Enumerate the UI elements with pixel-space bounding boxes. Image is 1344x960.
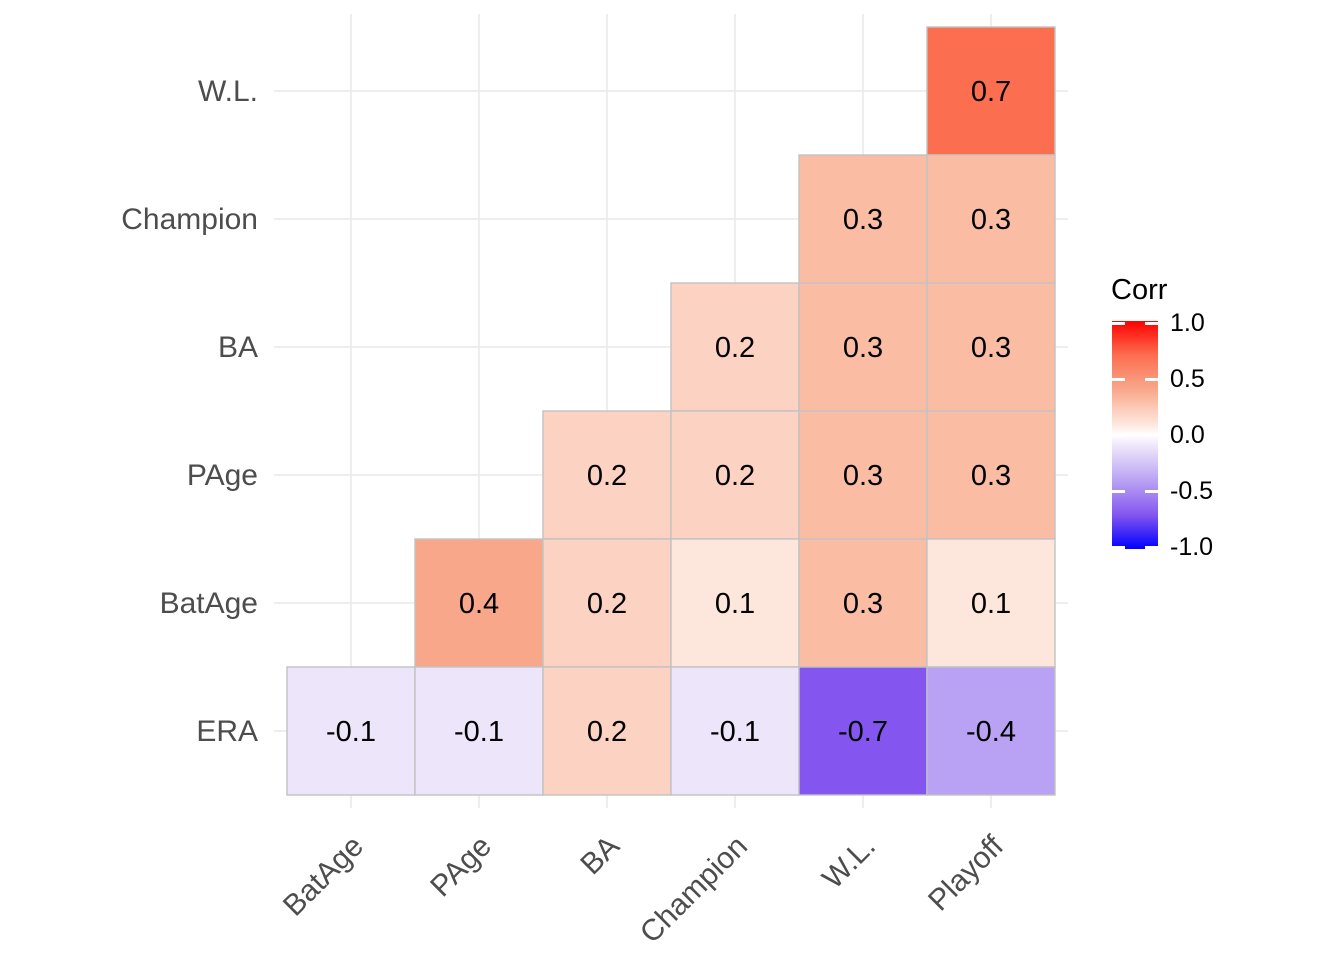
heatmap-cell: [670, 282, 800, 412]
heatmap-cell: [670, 410, 800, 540]
colorbar-tick-mark: [1145, 545, 1158, 549]
x-axis-label: PAge: [424, 830, 498, 904]
cell-value-label: 0.1: [971, 588, 1011, 620]
heatmap-cell: [926, 538, 1056, 668]
y-axis-label: W.L.: [198, 75, 258, 108]
heatmap-cell: [926, 154, 1056, 284]
cell-value-label: 0.3: [843, 460, 883, 492]
colorbar-tick-mark: [1145, 321, 1158, 325]
heatmap-cell: [798, 538, 928, 668]
heatmap-cell: [926, 410, 1056, 540]
cell-value-label: 0.7: [971, 76, 1011, 108]
cell-value-label: 0.4: [459, 588, 499, 620]
heatmap-cell: [798, 666, 928, 796]
cell-value-label: 0.2: [587, 460, 627, 492]
cell-value-label: 0.3: [843, 588, 883, 620]
colorbar-tick-mark: [1145, 489, 1158, 493]
x-axis-label: BatAge: [277, 830, 370, 923]
cell-value-label: 0.3: [843, 332, 883, 364]
colorbar-tick-mark: [1112, 321, 1125, 325]
cell-value-label: 0.2: [715, 332, 755, 364]
heatmap-cell: [286, 666, 416, 796]
colorbar-tick-mark: [1145, 433, 1158, 437]
x-axis-label: Playoff: [922, 829, 1010, 917]
colorbar-tick-label: -0.5: [1170, 477, 1214, 505]
y-axis-label: PAge: [187, 459, 258, 492]
cell-value-label: 0.3: [843, 204, 883, 236]
heatmap-cell: [414, 538, 544, 668]
x-axis-label: W.L.: [816, 830, 882, 896]
cell-value-label: 0.2: [715, 460, 755, 492]
heatmap-cell: [798, 410, 928, 540]
colorbar-tick-mark: [1112, 545, 1125, 549]
colorbar-tick-mark: [1112, 433, 1125, 437]
cell-value-label: 0.1: [715, 588, 755, 620]
y-axis-label: BA: [218, 331, 258, 364]
cell-value-label: 0.3: [971, 460, 1011, 492]
colorbar-tick-label: -1.0: [1170, 533, 1214, 561]
y-axis-label: BatAge: [160, 587, 258, 620]
colorbar-tick-label: 0.0: [1170, 421, 1205, 449]
heatmap-cell: [926, 282, 1056, 412]
y-axis-label: ERA: [196, 715, 258, 748]
heatmap-cell: [542, 666, 672, 796]
cell-value-label: -0.4: [966, 716, 1016, 748]
cell-value-label: 0.3: [971, 332, 1011, 364]
heatmap-cell: [414, 666, 544, 796]
heatmap-cell: [670, 666, 800, 796]
cell-value-label: -0.7: [838, 716, 888, 748]
legend-title: Corr: [1111, 274, 1168, 306]
colorbar-tick-label: 0.5: [1170, 365, 1205, 393]
cell-value-label: 0.2: [587, 716, 627, 748]
y-axis-label: Champion: [121, 203, 258, 236]
heatmap-cell: [926, 26, 1056, 156]
cell-value-label: 0.2: [587, 588, 627, 620]
colorbar-tick-mark: [1145, 377, 1158, 381]
heatmap-cell: [926, 666, 1056, 796]
cell-value-label: -0.1: [326, 716, 376, 748]
colorbar-tick-mark: [1112, 377, 1125, 381]
heatmap-cell: [542, 538, 672, 668]
cell-value-label: 0.3: [971, 204, 1011, 236]
heatmap-cell: [670, 538, 800, 668]
x-axis-label: Champion: [634, 830, 754, 950]
cell-value-label: -0.1: [454, 716, 504, 748]
x-axis-label: BA: [574, 830, 626, 882]
colorbar-tick-mark: [1112, 489, 1125, 493]
colorbar-tick-label: 1.0: [1170, 309, 1205, 337]
cell-value-label: -0.1: [710, 716, 760, 748]
